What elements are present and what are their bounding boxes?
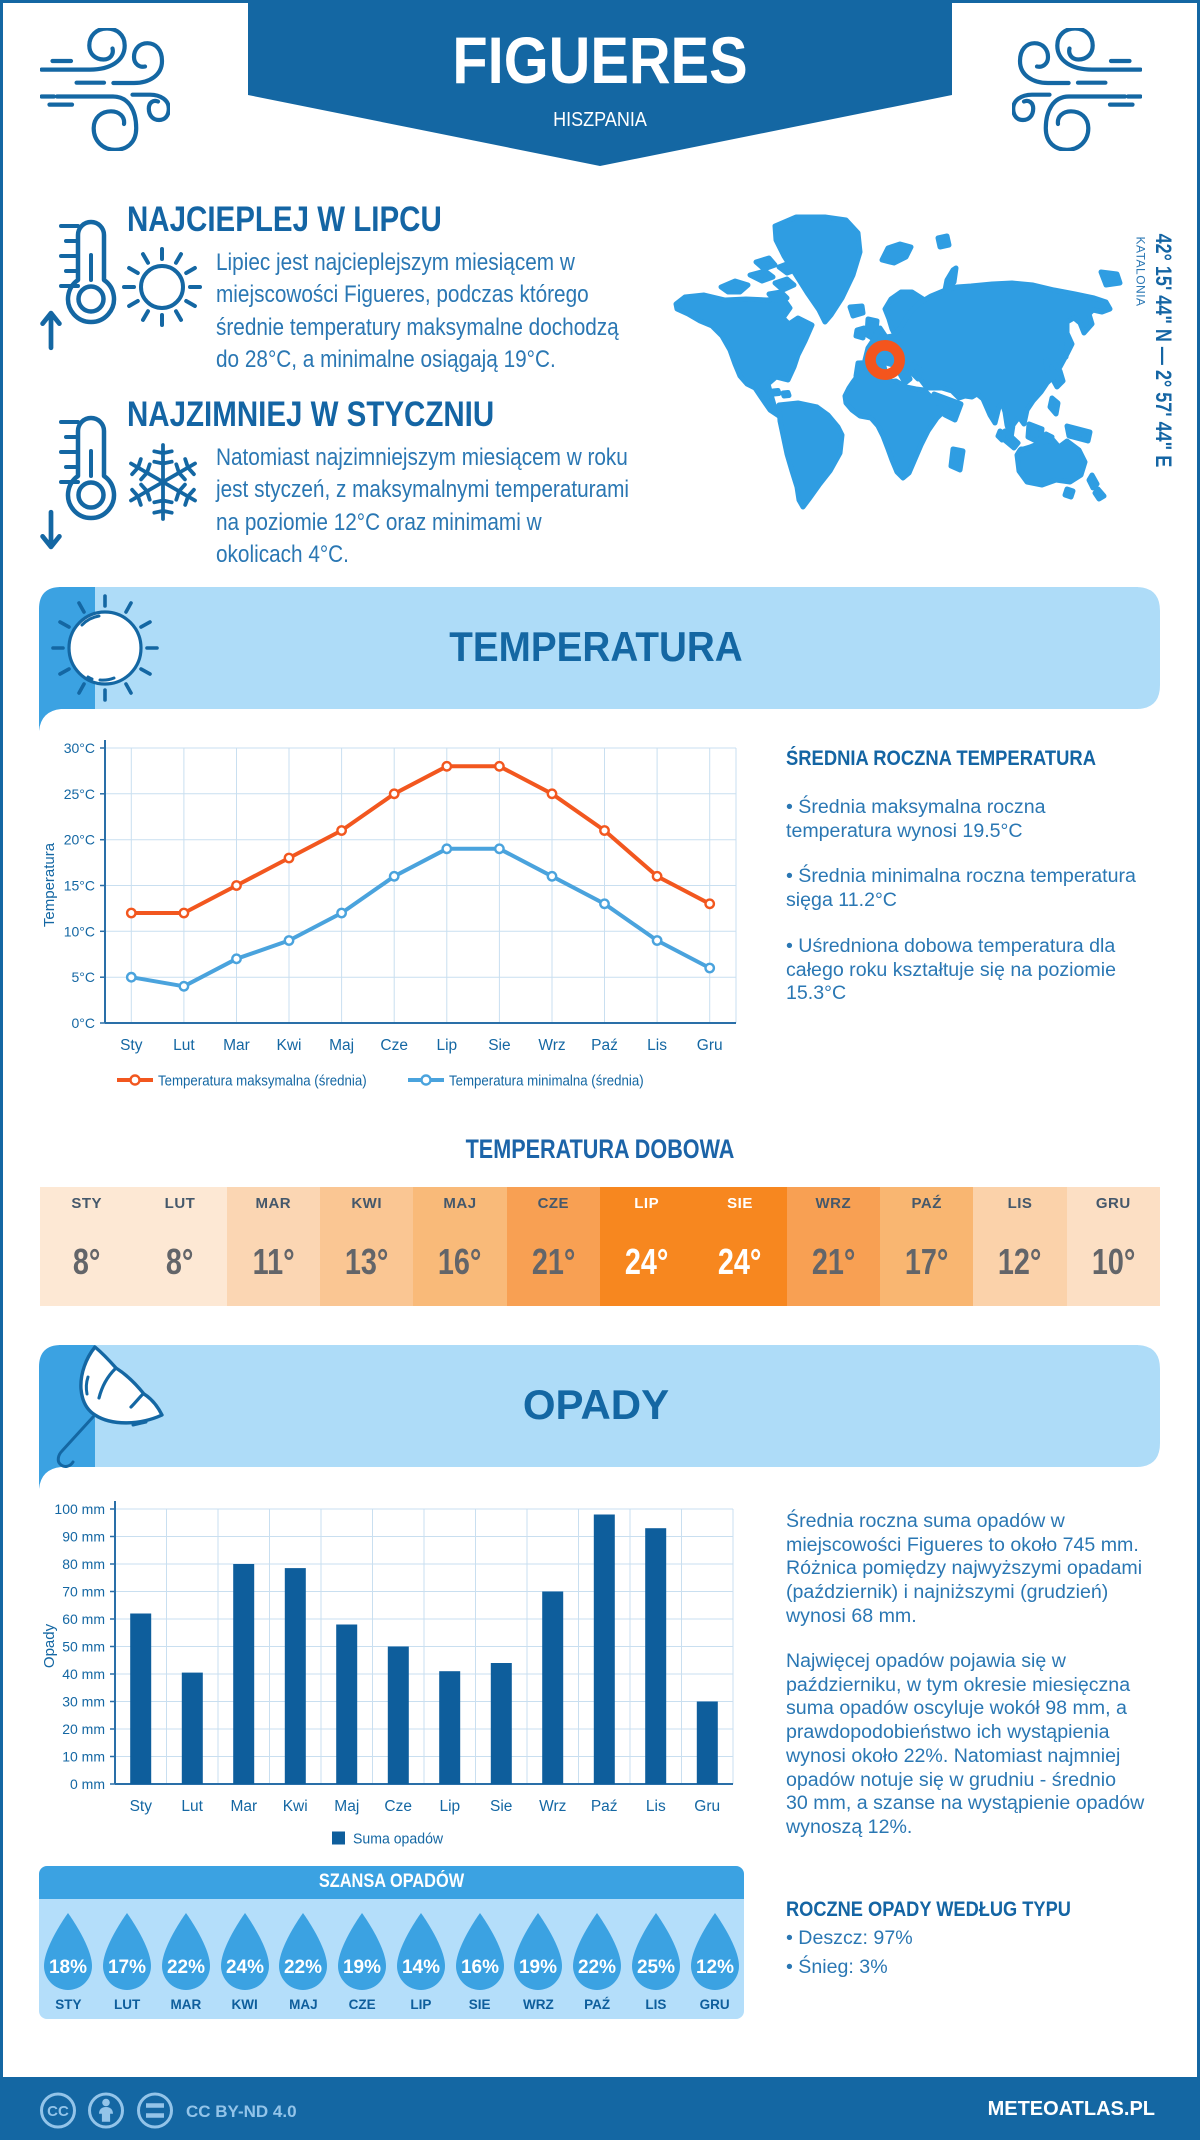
svg-text:19%: 19% [519,1957,557,1978]
svg-text:22%: 22% [167,1957,205,1978]
svg-text:Mar: Mar [223,1037,250,1054]
svg-text:17%: 17% [108,1957,146,1978]
svg-text:25°C: 25°C [64,786,95,802]
svg-text:Lip: Lip [436,1037,457,1054]
svg-text:12%: 12% [696,1957,734,1978]
svg-text:Lut: Lut [173,1037,195,1054]
svg-text:Maj: Maj [334,1798,359,1815]
svg-text:Sie: Sie [488,1037,510,1054]
svg-text:Cze: Cze [384,1798,412,1815]
svg-text:10°C: 10°C [64,923,95,939]
svg-text:Gru: Gru [697,1037,723,1054]
svg-text:19%: 19% [343,1957,381,1978]
svg-text:15°C: 15°C [64,878,95,894]
svg-text:0°C: 0°C [72,1015,96,1031]
svg-text:Mar: Mar [230,1798,257,1815]
svg-text:10 mm: 10 mm [62,1749,105,1765]
svg-text:Sty: Sty [120,1037,143,1054]
svg-text:60 mm: 60 mm [62,1611,105,1627]
svg-text:Temperatura minimalna (średnia: Temperatura minimalna (średnia) [449,1073,644,1090]
svg-text:Sie: Sie [490,1798,512,1815]
svg-text:Temperatura maksymalna (średni: Temperatura maksymalna (średnia) [158,1073,367,1090]
svg-text:90 mm: 90 mm [62,1529,105,1545]
svg-text:16%: 16% [461,1957,499,1978]
svg-text:22%: 22% [284,1957,322,1978]
svg-text:25%: 25% [637,1957,675,1978]
svg-text:Wrz: Wrz [539,1798,566,1815]
svg-text:Lis: Lis [646,1798,666,1815]
svg-text:14%: 14% [402,1957,440,1978]
svg-text:20 mm: 20 mm [62,1721,105,1737]
svg-text:Gru: Gru [694,1798,720,1815]
svg-text:22%: 22% [578,1957,616,1978]
svg-text:Lip: Lip [439,1798,460,1815]
svg-text:Temperatura: Temperatura [41,842,58,927]
svg-text:18%: 18% [49,1957,87,1978]
svg-text:Lis: Lis [647,1037,667,1054]
svg-text:Wrz: Wrz [538,1037,565,1054]
svg-text:30°C: 30°C [64,740,95,756]
svg-text:20°C: 20°C [64,832,95,848]
svg-text:5°C: 5°C [72,969,96,985]
svg-text:80 mm: 80 mm [62,1556,105,1572]
svg-text:Cze: Cze [380,1037,408,1054]
svg-text:Paź: Paź [591,1037,618,1054]
svg-text:Maj: Maj [329,1037,354,1054]
svg-text:Kwi: Kwi [283,1798,308,1815]
svg-text:Paź: Paź [591,1798,618,1815]
svg-text:40 mm: 40 mm [62,1666,105,1682]
svg-text:Lut: Lut [181,1798,203,1815]
svg-text:0 mm: 0 mm [70,1776,105,1792]
svg-text:24%: 24% [226,1957,264,1978]
svg-text:CC: CC [47,2103,69,2120]
svg-text:Kwi: Kwi [277,1037,302,1054]
svg-text:100 mm: 100 mm [54,1501,105,1517]
svg-text:70 mm: 70 mm [62,1584,105,1600]
svg-text:Suma opadów: Suma opadów [353,1831,444,1847]
svg-text:Opady: Opady [41,1623,58,1668]
svg-text:30 mm: 30 mm [62,1694,105,1710]
svg-text:50 mm: 50 mm [62,1639,105,1655]
svg-text:Sty: Sty [130,1798,153,1815]
